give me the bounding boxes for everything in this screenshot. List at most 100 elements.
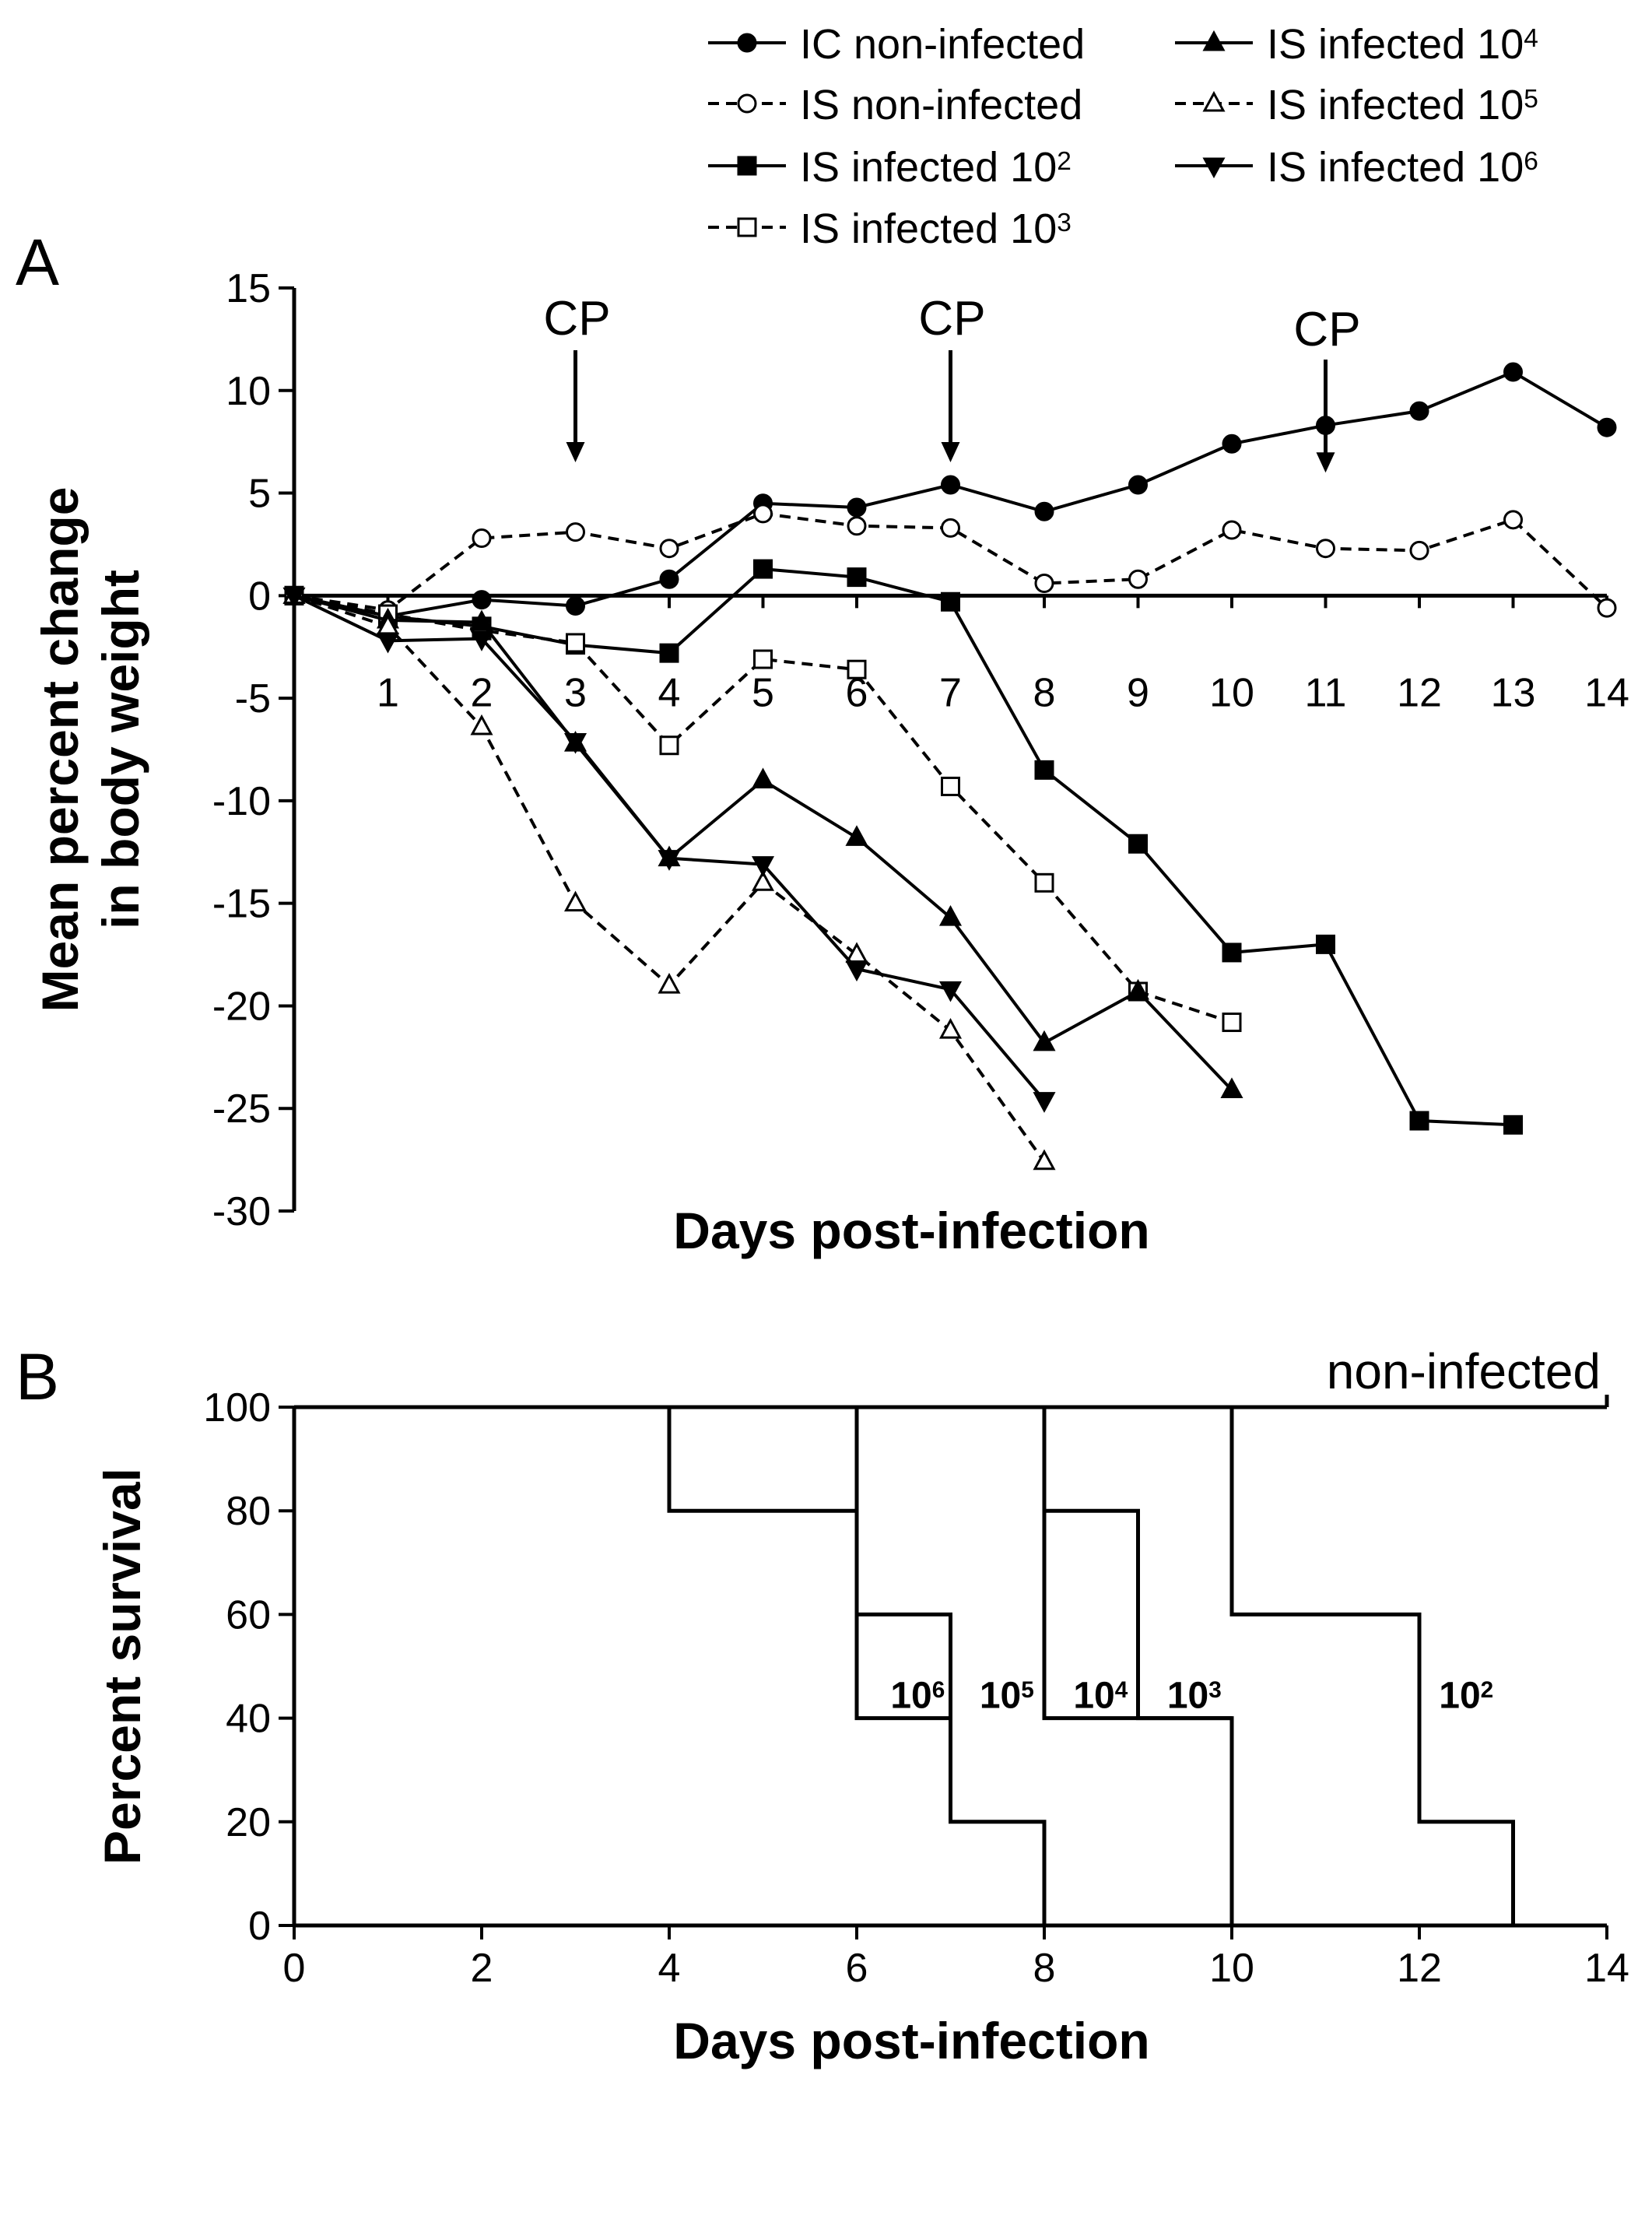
cp-label: CP xyxy=(543,292,610,346)
point-is-infected-10-4 xyxy=(470,609,493,631)
point-is-infected-10-2 xyxy=(1409,1111,1429,1131)
point-is-infected-10-4 xyxy=(938,904,963,926)
panel-b-x-tick-label: 8 xyxy=(1033,1946,1056,1991)
legend-label-is-infected-10-5: IS infected 105 xyxy=(1267,82,1538,128)
legend-marker-is-infected-10-4 xyxy=(1202,30,1226,51)
legend-marker-is-infected-10-5 xyxy=(1202,90,1226,112)
point-is-infected-10-4 xyxy=(1033,1030,1056,1051)
point-is-infected-10-2 xyxy=(1034,760,1054,780)
panel-a-y-axis-title-line: Mean percent change xyxy=(31,487,89,1013)
survival-step-10-3 xyxy=(1042,1511,1232,1721)
panel-b-y-tick-label: 40 xyxy=(226,1697,271,1742)
legend-label-is-infected-10-4: IS infected 104 xyxy=(1267,21,1538,68)
point-is-non-infected xyxy=(941,518,960,538)
point-is-infected-10-5 xyxy=(658,972,681,994)
legend: IC non-infected IS non-infected IS infecte… xyxy=(708,21,1538,252)
panel-b-x-tick-label: 10 xyxy=(1209,1946,1254,1991)
point-is-infected-10-6 xyxy=(282,587,306,609)
point-is-infected-10-3 xyxy=(753,649,773,669)
cp-arrow-head xyxy=(941,442,960,463)
point-is-infected-10-6 xyxy=(563,732,587,754)
panel-a-x-tick-label: 2 xyxy=(471,670,493,715)
point-is-non-infected xyxy=(1222,520,1242,540)
point-is-infected-10-3 xyxy=(659,735,679,756)
legend-marker-is-infected-10-6 xyxy=(1202,157,1226,179)
point-is-infected-10-4 xyxy=(845,825,868,846)
panel-a-x-tick-label: 13 xyxy=(1491,670,1536,715)
survival-label-10-6: 106 xyxy=(890,1675,945,1716)
legend-label-is-infected-10-2: IS infected 102 xyxy=(800,144,1072,191)
series-line-is-infected-10-2 xyxy=(293,567,1513,1127)
point-is-infected-10-6 xyxy=(1033,1092,1056,1113)
panel-a-y-tick-label: -15 xyxy=(212,882,271,927)
survival-label-10-4: 104 xyxy=(1073,1675,1128,1716)
panel-a-x-tick-label: 9 xyxy=(1127,670,1149,715)
point-is-infected-10-3 xyxy=(847,659,867,679)
point-ic-non-infected xyxy=(1597,417,1617,437)
panel-b-letter: B xyxy=(16,1340,59,1413)
legend-label-is-infected-10-3: IS infected 103 xyxy=(800,205,1072,252)
point-is-infected-10-2 xyxy=(1128,834,1148,854)
panel-a-y-tick-label: -25 xyxy=(212,1086,271,1132)
panel-a-y-tick-label: 15 xyxy=(226,266,271,311)
point-is-infected-10-6 xyxy=(938,981,963,1002)
point-is-non-infected xyxy=(1597,598,1617,618)
survival-step-10-5 xyxy=(854,1407,1047,1925)
point-ic-non-infected xyxy=(941,475,960,495)
point-is-infected-10-2 xyxy=(941,591,960,612)
point-is-non-infected xyxy=(1316,539,1335,559)
point-is-infected-10-2 xyxy=(847,567,867,588)
point-is-infected-10-3 xyxy=(566,633,585,653)
panel-a-x-tick-label: 7 xyxy=(939,670,962,715)
point-is-infected-10-2 xyxy=(1316,934,1335,954)
point-is-infected-10-5 xyxy=(470,714,493,735)
panel-a-y-tick-label: 5 xyxy=(248,472,271,517)
point-ic-non-infected xyxy=(847,497,867,518)
survival-label-10-3: 103 xyxy=(1167,1675,1222,1716)
panel-a-letter: A xyxy=(16,226,59,299)
point-is-infected-10-6 xyxy=(751,856,775,877)
point-ic-non-infected xyxy=(1409,401,1429,421)
panel-b-x-tick-label: 4 xyxy=(658,1946,681,1991)
point-is-infected-10-4 xyxy=(1126,978,1150,1000)
panel-a-x-tick-label: 11 xyxy=(1305,670,1347,715)
panel-a-x-axis-title: Days post-infection xyxy=(673,1202,1149,1259)
panel-b-survival-chart: 0 20 40 60 80 100 0 2 4 6 8 10 12 14 Days post-infecti… xyxy=(93,1343,1629,2069)
panel-a-y-axis-title-line: in body weight xyxy=(92,570,149,929)
point-is-infected-10-2 xyxy=(1503,1114,1523,1135)
panel-b-y-tick-label: 60 xyxy=(226,1592,271,1638)
panel-a-x-tick-label: 12 xyxy=(1397,670,1442,715)
survival-label-non-infected: non-infected xyxy=(1327,1343,1601,1399)
panel-b-y-axis-title: Percent survival xyxy=(93,1468,151,1865)
legend-label-ic-non-infected: IC non-infected xyxy=(800,21,1085,68)
point-ic-non-infected xyxy=(566,596,585,616)
panel-a-y-tick-label: -30 xyxy=(212,1189,271,1234)
point-ic-non-infected xyxy=(1503,362,1523,382)
point-is-non-infected xyxy=(472,528,492,549)
panel-b-x-tick-label: 0 xyxy=(283,1946,306,1991)
panel-a-y-tick-label: -10 xyxy=(212,779,271,824)
survival-step-10-2 xyxy=(1229,1407,1515,1925)
panel-b-y-tick-label: 80 xyxy=(226,1489,271,1534)
panel-b-y-tick-label: 0 xyxy=(248,1904,271,1949)
cp-arrow-head xyxy=(1316,452,1335,473)
panel-b-x-tick-label: 2 xyxy=(471,1946,493,1991)
point-is-non-infected xyxy=(1409,540,1429,560)
panel-b-y-tick-label: 100 xyxy=(203,1385,271,1430)
point-is-infected-10-2 xyxy=(753,559,773,579)
point-is-non-infected xyxy=(659,539,679,559)
point-ic-non-infected xyxy=(472,590,492,610)
point-is-infected-10-5 xyxy=(563,890,587,912)
point-is-non-infected xyxy=(1503,510,1523,530)
point-ic-non-infected xyxy=(659,569,679,589)
point-is-infected-10-4 xyxy=(751,767,775,789)
survival-label-10-2: 102 xyxy=(1439,1675,1493,1716)
point-ic-non-infected xyxy=(1034,501,1054,521)
panel-a-y-tick-label: 10 xyxy=(226,369,271,414)
panel-b-y-tick-label: 20 xyxy=(226,1800,271,1845)
legend-label-is-non-infected: IS non-infected xyxy=(800,82,1082,128)
point-ic-non-infected xyxy=(1128,475,1148,495)
panel-a-x-tick-label: 14 xyxy=(1584,670,1629,715)
point-is-non-infected xyxy=(566,522,585,542)
